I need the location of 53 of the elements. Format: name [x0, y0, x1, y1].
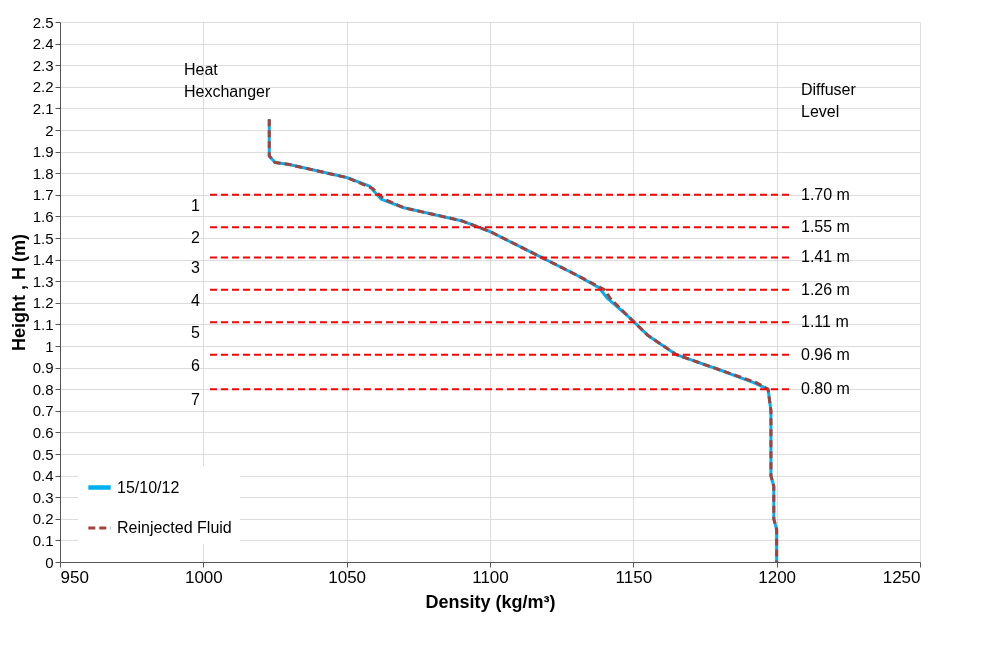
ref-line-label: 1.70 m	[801, 185, 850, 203]
ref-line-label: 0.80 m	[801, 380, 850, 398]
ref-line-label: 1.41 m	[801, 248, 850, 266]
annotation: 1	[191, 196, 201, 214]
y-tick-label: 0.8	[32, 380, 54, 398]
ref-line-label: 1.26 m	[801, 280, 850, 298]
y-tick-label: 1	[45, 337, 54, 355]
legend-label: Reinjected Fluid	[117, 519, 232, 536]
y-tick-label: 1.9	[32, 143, 54, 161]
y-tick-label: 0.9	[32, 359, 54, 377]
x-tick-label: 1050	[328, 567, 367, 587]
annotation: Diffuser Level	[801, 81, 857, 120]
annotation: Heat Hexchanger	[184, 61, 271, 100]
annotation: 7	[191, 391, 201, 409]
y-tick-label: 2.1	[32, 99, 54, 117]
y-tick-label: 0.5	[32, 445, 54, 463]
y-tick-label: 0.3	[32, 488, 54, 506]
annotation: 5	[191, 324, 201, 342]
annotation: 6	[191, 356, 201, 374]
y-tick-label: 1.2	[32, 294, 54, 312]
x-tick-label: 1250	[882, 567, 921, 587]
x-tick-label: 1000	[184, 567, 223, 587]
y-tick-label: 1.6	[32, 207, 54, 225]
y-tick-label: 1.4	[32, 251, 54, 269]
y-tick-label: 2.3	[32, 56, 54, 74]
legend-label: 15/10/12	[117, 478, 180, 496]
y-tick-label: 2.5	[32, 13, 54, 31]
y-tick-label: 2.2	[32, 78, 54, 96]
y-tick-label: 1.8	[32, 164, 54, 182]
y-tick-label: 0.7	[32, 402, 54, 420]
y-tick-label: 2	[45, 121, 54, 139]
y-tick-label: 2.4	[32, 35, 54, 53]
y-tick-label: 0.6	[32, 423, 54, 441]
x-axis-title: Density (kg/m³)	[425, 591, 556, 612]
ref-line-label: 1.55 m	[801, 218, 850, 236]
y-tick-label: 1.1	[32, 315, 54, 333]
x-tick-label: 950	[60, 567, 89, 587]
x-tick-label: 1150	[615, 567, 653, 587]
y-tick-label: 1.3	[32, 272, 54, 290]
y-tick-label: 1.5	[32, 229, 54, 247]
y-tick-label: 0.4	[32, 467, 54, 485]
y-axis-title: Height , H (m)	[8, 234, 29, 351]
x-tick-label: 1100	[472, 567, 509, 587]
y-tick-label: 0.1	[32, 531, 54, 549]
ref-line-label: 0.96 m	[801, 345, 850, 363]
annotation: 3	[191, 259, 201, 277]
ref-line-label: 1.11 m	[801, 313, 849, 331]
y-tick-label: 0.2	[32, 510, 54, 528]
y-tick-label: 1.7	[32, 186, 54, 204]
x-tick-label: 1200	[758, 567, 797, 587]
y-tick-label: 0	[45, 553, 54, 571]
annotation: 4	[191, 291, 201, 309]
annotation: 2	[191, 229, 201, 247]
